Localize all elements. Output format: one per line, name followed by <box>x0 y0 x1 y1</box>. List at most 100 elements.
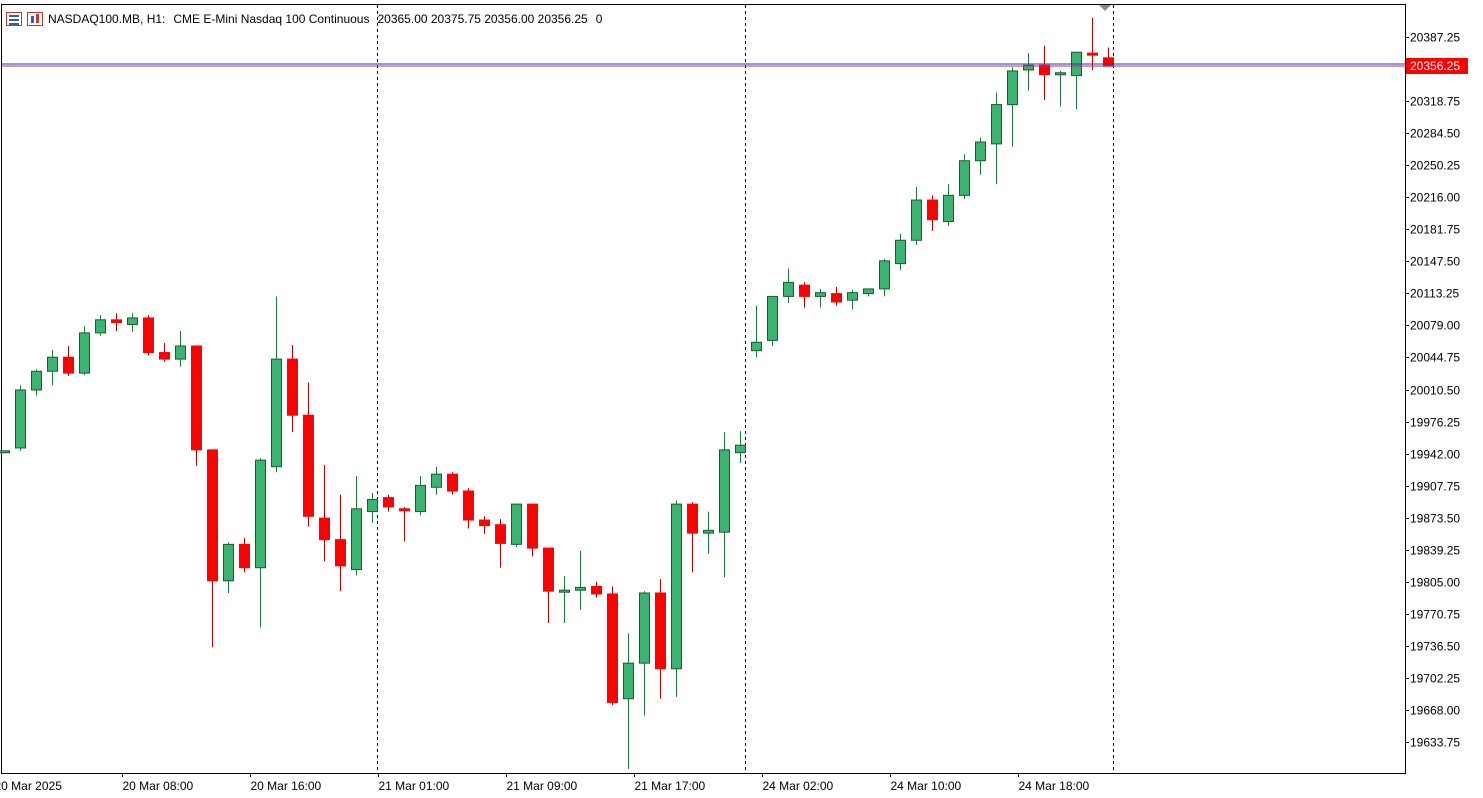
bear-candle-body <box>463 490 474 521</box>
y-tick-label: 19668.00 <box>1410 704 1460 718</box>
bull-candle-body <box>815 292 826 297</box>
bear-candle-body <box>1103 57 1114 67</box>
candle <box>415 476 426 516</box>
y-tick-label: 20216.00 <box>1410 191 1460 205</box>
candle <box>575 550 586 610</box>
candle <box>319 464 330 562</box>
symbol-list-icon[interactable] <box>6 12 22 26</box>
bull-candle-body <box>751 341 762 352</box>
candle <box>671 500 682 697</box>
bear-candle-body <box>927 199 938 221</box>
candle <box>271 296 282 473</box>
bear-candle-body <box>495 524 506 544</box>
y-tick-label: 20044.75 <box>1410 351 1460 365</box>
bear-candle-body <box>159 352 170 360</box>
candle <box>815 288 826 308</box>
candle <box>47 349 58 386</box>
bull-candle-body <box>79 332 90 374</box>
bull-candle-body <box>911 199 922 241</box>
x-tick-label: 20 Mar 08:00 <box>123 779 194 793</box>
bull-candle-body <box>255 459 266 569</box>
bear-candle-body <box>335 539 346 567</box>
bear-candle-body <box>111 319 122 324</box>
candle <box>511 503 522 548</box>
bear-candle-body <box>303 414 314 517</box>
bull-candle-body <box>431 473 442 488</box>
x-tick-label: 21 Mar 17:00 <box>635 779 706 793</box>
bear-candle-body <box>143 317 154 354</box>
candle <box>863 288 874 297</box>
candle <box>159 343 170 362</box>
candle <box>1023 53 1034 91</box>
x-tick-label: 20 Mar 16:00 <box>251 779 322 793</box>
bear-candle-body <box>591 585 602 595</box>
candle <box>767 295 778 346</box>
bear-candle-body <box>543 547 554 592</box>
candle <box>127 313 138 332</box>
x-tick-label: 21 Mar 01:00 <box>379 779 450 793</box>
bear-candle-body <box>63 356 74 374</box>
candle <box>495 519 506 568</box>
candle <box>207 449 218 648</box>
y-tick-label: 19839.25 <box>1410 544 1460 558</box>
candle <box>431 466 442 495</box>
bear-candle-body <box>527 503 538 549</box>
candle <box>847 289 858 310</box>
bull-candle-body <box>175 345 186 360</box>
candle <box>655 578 666 699</box>
bull-candle-body <box>895 239 906 265</box>
candle <box>559 576 570 623</box>
candle <box>687 502 698 573</box>
x-tick-label: 21 Mar 09:00 <box>507 779 578 793</box>
candle <box>191 345 202 466</box>
bull-candle-body <box>559 589 570 593</box>
bear-candle-body <box>799 284 810 297</box>
bull-candle-body <box>879 260 890 290</box>
tick-volume: 0 <box>595 12 603 26</box>
x-tick-label: 24 Mar 18:00 <box>1019 779 1090 793</box>
candle <box>1087 17 1098 70</box>
bull-candle-body <box>959 160 970 196</box>
bull-candle-body <box>271 358 282 468</box>
ohlc-values: 20365.00 20375.75 20356.00 20356.25 <box>377 12 588 26</box>
candle <box>95 315 106 336</box>
symbol-timeframe: NASDAQ100.MB, H1: <box>48 12 166 26</box>
bull-candle-body <box>767 295 778 341</box>
candle <box>255 458 266 628</box>
bull-candle-body <box>1007 70 1018 106</box>
bear-candle-body <box>383 497 394 508</box>
y-tick-label: 20010.50 <box>1410 384 1460 398</box>
current-price-tag <box>1406 58 1468 75</box>
bull-candle-body <box>127 317 138 325</box>
bull-candle-body <box>0 450 10 454</box>
candle <box>399 506 410 542</box>
bull-candle-body <box>1055 72 1066 76</box>
bull-candle-body <box>639 592 650 664</box>
bear-candle-body <box>287 358 298 416</box>
bull-candle-body <box>223 543 234 582</box>
candle <box>959 154 970 200</box>
chart-shift-marker <box>1099 5 1111 11</box>
candle <box>927 195 938 231</box>
y-tick-label: 19942.00 <box>1410 448 1460 462</box>
bull-candle-body <box>863 288 874 295</box>
bull-candle-body <box>367 498 378 513</box>
bear-candle-body <box>687 503 698 534</box>
y-tick-label: 19770.75 <box>1410 608 1460 622</box>
x-tick-label: 24 Mar 02:00 <box>763 779 834 793</box>
bull-candle-body <box>735 444 746 454</box>
candle <box>751 305 762 358</box>
chart-bars-icon[interactable] <box>27 12 43 26</box>
bull-candle-body <box>351 508 362 571</box>
x-tick-label: 24 Mar 10:00 <box>891 779 962 793</box>
candle <box>831 287 842 306</box>
bear-candle-body <box>479 519 490 527</box>
plot-border <box>1 4 1406 774</box>
candle <box>735 431 746 463</box>
bear-candle-body <box>319 517 330 541</box>
candle <box>447 472 458 495</box>
candle <box>463 488 474 529</box>
x-tick-label: 20 Mar 2025 <box>0 779 62 793</box>
